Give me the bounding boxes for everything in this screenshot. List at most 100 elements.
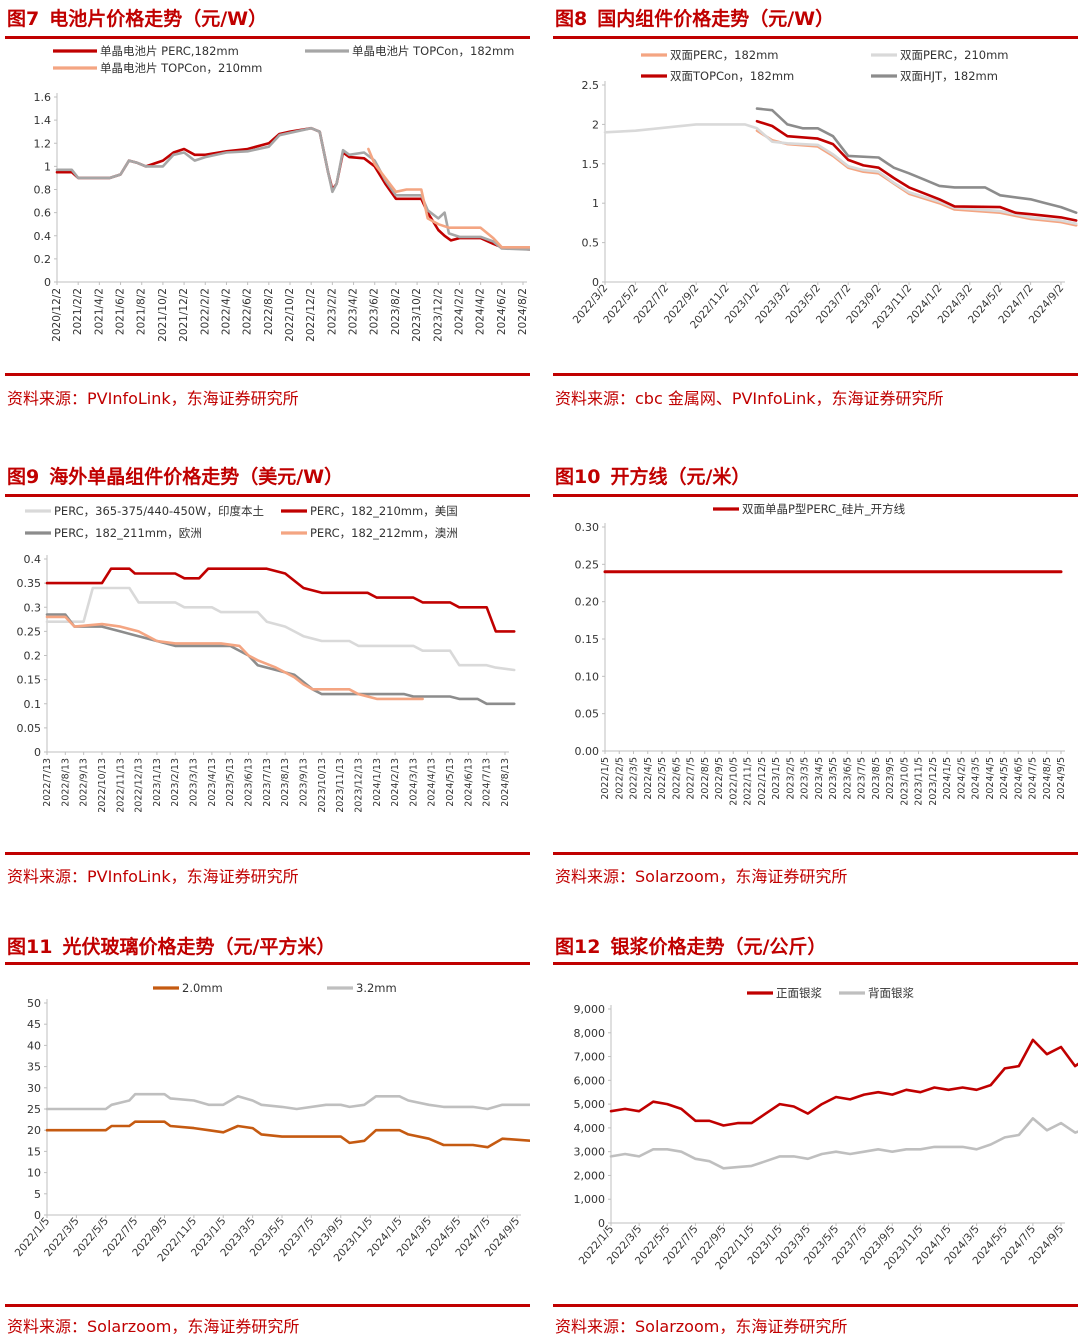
series-line: [609, 1117, 1078, 1170]
x-tick-label: 2023/1/13: [152, 758, 163, 807]
y-tick-label: 5,000: [574, 1098, 606, 1111]
y-tick-label: 0.05: [575, 708, 600, 721]
x-tick-label: 2022/4/2: [220, 288, 232, 335]
y-tick-label: 15: [27, 1145, 41, 1158]
chart-svg: 00.511.522.52022/3/22022/5/22022/7/22022…: [571, 48, 1078, 331]
source-rule: [5, 373, 530, 376]
x-tick-label: 2024/3/13: [408, 758, 419, 807]
y-tick-label: 45: [27, 1018, 41, 1031]
title-rule: [5, 36, 530, 39]
y-tick-label: 25: [27, 1103, 41, 1116]
y-tick-label: 9,000: [574, 1003, 606, 1016]
legend-label: 3.2mm: [356, 981, 397, 995]
x-tick-label: 2023/1/5: [771, 757, 782, 800]
x-tick-label: 2024/4/2: [475, 288, 487, 335]
x-tick-label: 2022/5/5: [657, 757, 668, 800]
x-tick-label: 2021/10/2: [157, 288, 169, 342]
legend-label: PERC，182_211mm，欧洲: [54, 526, 202, 540]
x-tick-label: 2023/8/2: [390, 288, 402, 335]
panel-title: 图12 银浆价格走势（元/公斤）: [555, 932, 826, 959]
series-line: [45, 1092, 530, 1111]
figure-number: 图7: [7, 8, 40, 30]
chart-svg: 051015202530354045502022/1/52022/3/52022…: [13, 981, 530, 1264]
x-tick-label: 2023/9/5: [885, 757, 896, 800]
y-tick-label: 7,000: [574, 1051, 606, 1064]
source-note: 资料来源：Solarzoom，东海证券研究所: [555, 1317, 848, 1336]
x-tick-label: 2024/2/13: [390, 758, 401, 807]
line-chart: 0 0.2 0.4 0.6 0.8 1 1.2 1.4 1.6 2020/12/2 2021/2/2…: [5, 39, 530, 369]
y-tick-label: 0.2: [34, 253, 52, 266]
y-tick-label: 0.6: [34, 207, 52, 220]
y-tick-label: 1.6: [34, 91, 52, 104]
x-tick-label: 2023/12/13: [353, 758, 364, 813]
series-line: [55, 126, 530, 251]
x-tick-label: 2021/8/2: [136, 288, 148, 335]
y-tick-label: 2: [592, 118, 599, 131]
source-note: 资料来源：cbc 金属网、PVInfoLink，东海证券研究所: [555, 389, 944, 408]
x-tick-label: 2023/6/13: [244, 758, 255, 807]
x-tick-label: 2024/3/5: [971, 757, 982, 800]
x-tick-label: 2024/2/2: [453, 288, 465, 335]
y-tick-label: 0.10: [575, 670, 600, 683]
x-tick-label: 2022/2/5: [614, 757, 625, 800]
x-tick-label: 2023/6/2: [369, 288, 381, 335]
y-tick-label: 30: [27, 1082, 41, 1095]
x-tick-label: 2022/8/5: [700, 757, 711, 800]
x-tick-label: 2022/6/5: [671, 757, 682, 800]
y-tick-label: 0.3: [24, 601, 42, 614]
x-tick-label: 2022/4/5: [643, 757, 654, 800]
title-rule: [5, 962, 530, 965]
panel-title: 图7 电池片价格走势（元/W）: [7, 4, 267, 31]
legend-label: PERC，182_212mm，澳洲: [310, 526, 458, 540]
series-line: [603, 123, 1078, 225]
x-tick-label: 2022/8/13: [60, 758, 71, 807]
x-tick-label: 2024/5/5: [999, 757, 1010, 800]
y-tick-label: 0.2: [24, 650, 42, 663]
source-note: 资料来源：Solarzoom，东海证券研究所: [555, 867, 848, 886]
x-tick-label: 2021/4/2: [93, 288, 105, 335]
y-tick-label: 0: [598, 1217, 605, 1230]
y-tick-label: 1.4: [34, 114, 52, 127]
y-tick-label: 0.8: [34, 184, 52, 197]
y-tick-label: 0.15: [17, 674, 42, 687]
x-tick-label: 2024/5/13: [445, 758, 456, 807]
line-chart: 0 5 10 15 20 25 30 35 40 45 50 2022/1/5 2022/3/5 2022…: [5, 965, 530, 1302]
x-tick-label: 2023/3/5: [800, 757, 811, 800]
source-rule: [5, 1304, 530, 1307]
chart-svg: 0 0.2 0.4 0.6 0.8 1 1.2 1.4 1.6 2020/12/2 2021/2/2…: [34, 44, 530, 342]
series-line: [45, 615, 424, 701]
series-line: [45, 613, 516, 706]
legend-label: PERC，182_210mm，美国: [310, 504, 458, 518]
chart-panel-fig12: 图12 银浆价格走势（元/公斤） 0 1,000 2,000 3,000 4,000 5,0…: [553, 928, 1078, 1336]
line-chart: 0 0.05 0.1 0.15 0.2 0.25 0.3 0.35 0.4 2022/7/13 20…: [5, 497, 530, 849]
y-tick-label: 1: [44, 160, 51, 173]
x-tick-label: 2023/2/2: [326, 288, 338, 335]
source-rule: [553, 852, 1078, 855]
y-tick-label: 50: [27, 997, 41, 1010]
x-tick-label: 2022/11/5: [743, 757, 754, 806]
chart-svg: 0 0.05 0.1 0.15 0.2 0.25 0.3 0.35 0.4 2022/7/13 20…: [17, 504, 516, 813]
x-tick-label: 2023/4/13: [207, 758, 218, 807]
panel-title: 图11 光伏玻璃价格走势（元/平方米）: [7, 932, 335, 959]
title-rule: [553, 36, 1078, 39]
figure-number: 图11: [7, 936, 53, 958]
x-tick-label: 2024/7/13: [482, 758, 493, 807]
y-tick-label: 1.5: [582, 158, 600, 171]
x-tick-label: 2022/10/5: [728, 757, 739, 806]
chart-panel-fig10: 图10 开方线（元/米） 0.00 0.05 0.10 0.15 0.20 0.25 0.30…: [553, 458, 1078, 888]
source-note: 资料来源：PVInfoLink，东海证券研究所: [7, 867, 299, 886]
y-tick-label: 0.15: [575, 633, 600, 646]
y-tick-label: 3,000: [574, 1146, 606, 1159]
legend-label: 背面银浆: [868, 986, 914, 1000]
chart-svg: 0 1,000 2,000 3,000 4,000 5,000 6,000 7,000 8,00…: [574, 986, 1078, 1272]
chart-panel-fig7: 图7 电池片价格走势（元/W） 0 0.2 0.4 0.6 0.8 1 1.2 1.4 1.6 20…: [5, 0, 530, 410]
series-line: [755, 107, 1078, 214]
y-tick-label: 0: [592, 276, 599, 289]
legend-label: 正面银浆: [776, 986, 822, 1000]
y-tick-label: 10: [27, 1167, 41, 1180]
series-line: [55, 126, 530, 251]
y-tick-label: 20: [27, 1124, 41, 1137]
y-tick-label: 40: [27, 1039, 41, 1052]
source-rule: [5, 852, 530, 855]
x-tick-label: 2024/6/13: [463, 758, 474, 807]
